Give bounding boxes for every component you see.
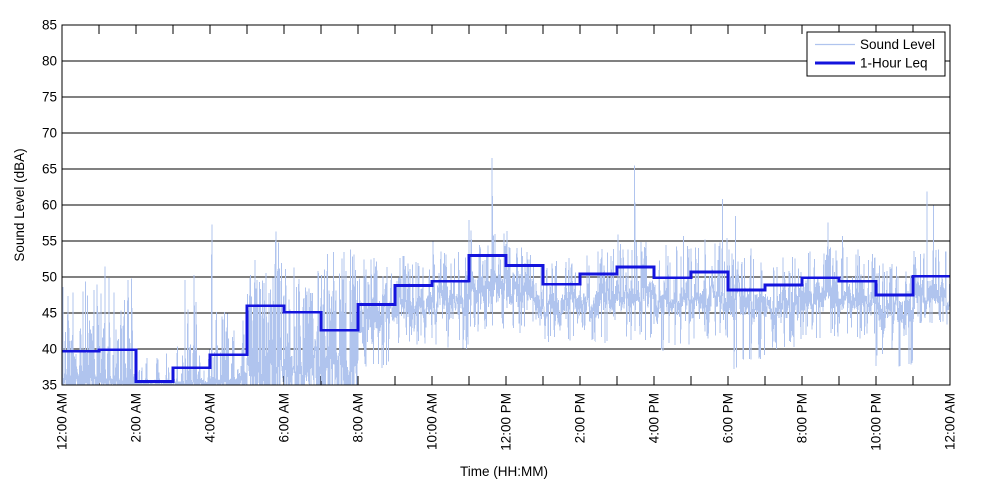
svg-text:10:00 PM: 10:00 PM (869, 393, 884, 451)
svg-text:8:00 AM: 8:00 AM (351, 393, 366, 443)
svg-text:75: 75 (42, 90, 57, 105)
svg-text:12:00 AM: 12:00 AM (55, 393, 70, 450)
svg-text:8:00 PM: 8:00 PM (795, 393, 810, 443)
svg-text:50: 50 (42, 270, 57, 285)
svg-text:45: 45 (42, 306, 57, 321)
svg-text:85: 85 (42, 18, 57, 33)
svg-text:4:00 AM: 4:00 AM (203, 393, 218, 443)
svg-text:Time (HH:MM): Time (HH:MM) (460, 464, 548, 479)
svg-text:70: 70 (42, 126, 57, 141)
svg-text:12:00 PM: 12:00 PM (499, 393, 514, 451)
svg-text:6:00 AM: 6:00 AM (277, 393, 292, 443)
svg-text:80: 80 (42, 54, 57, 69)
svg-text:6:00 PM: 6:00 PM (721, 393, 736, 443)
svg-text:12:00 AM: 12:00 AM (943, 393, 958, 450)
svg-text:35: 35 (42, 378, 57, 393)
svg-text:4:00 PM: 4:00 PM (647, 393, 662, 443)
svg-text:40: 40 (42, 342, 57, 357)
svg-text:2:00 PM: 2:00 PM (573, 393, 588, 443)
svg-text:55: 55 (42, 234, 57, 249)
svg-text:1-Hour Leq: 1-Hour Leq (860, 56, 928, 71)
svg-text:65: 65 (42, 162, 57, 177)
svg-text:60: 60 (42, 198, 57, 213)
svg-text:10:00 AM: 10:00 AM (425, 393, 440, 450)
svg-text:Sound Level: Sound Level (860, 37, 935, 52)
svg-text:2:00 AM: 2:00 AM (129, 393, 144, 443)
svg-text:Sound Level (dBA): Sound Level (dBA) (12, 148, 27, 261)
